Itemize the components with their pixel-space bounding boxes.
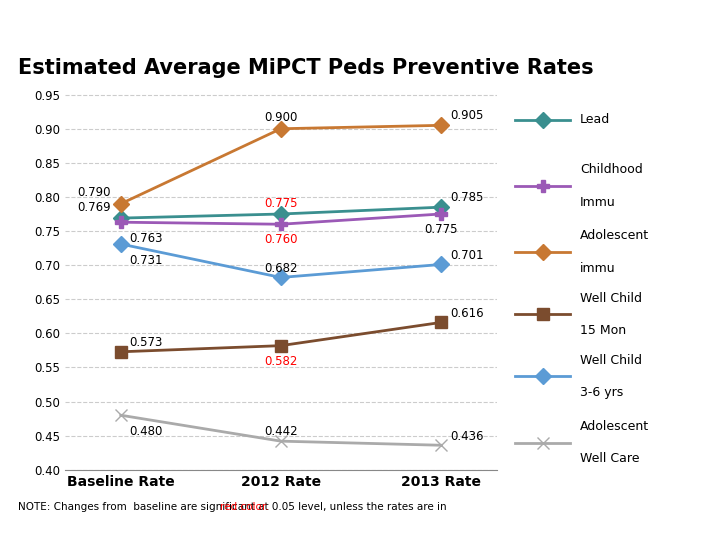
Text: Well Care: Well Care xyxy=(580,453,639,465)
Text: 0.480: 0.480 xyxy=(129,425,162,438)
Text: 0.616: 0.616 xyxy=(451,307,484,320)
Text: immu: immu xyxy=(580,262,616,275)
Text: NOTE: Changes from  baseline are significant at 0.05 level, unless the rates are: NOTE: Changes from baseline are signific… xyxy=(18,502,450,512)
Text: 0.905: 0.905 xyxy=(451,109,484,122)
Text: Well Child: Well Child xyxy=(580,354,642,367)
Text: 3-6 yrs: 3-6 yrs xyxy=(580,386,624,399)
Text: Adolescent: Adolescent xyxy=(580,230,649,242)
Text: 15 Mon: 15 Mon xyxy=(580,324,626,337)
Text: 0.582: 0.582 xyxy=(264,355,297,368)
Text: red color.: red color. xyxy=(220,502,269,512)
Text: 0.682: 0.682 xyxy=(264,262,297,275)
Text: Childhood: Childhood xyxy=(580,163,643,176)
Text: 0.775: 0.775 xyxy=(264,197,297,210)
Text: 0.760: 0.760 xyxy=(264,233,297,246)
Text: 0.731: 0.731 xyxy=(129,254,162,267)
Text: Immu: Immu xyxy=(580,195,616,208)
Text: 0.900: 0.900 xyxy=(264,111,297,124)
Text: 29: 29 xyxy=(682,15,707,33)
Text: Well Child: Well Child xyxy=(580,292,642,305)
Text: 0.573: 0.573 xyxy=(129,336,162,349)
Text: 0.701: 0.701 xyxy=(451,249,484,262)
Text: Estimated Average MiPCT Peds Preventive Rates: Estimated Average MiPCT Peds Preventive … xyxy=(18,57,593,78)
Text: 0.775: 0.775 xyxy=(424,223,457,236)
Text: Adolescent: Adolescent xyxy=(580,420,649,433)
Text: 0.790: 0.790 xyxy=(78,186,111,199)
Text: 0.769: 0.769 xyxy=(78,201,111,214)
Text: Lead: Lead xyxy=(580,113,611,126)
Text: 0.436: 0.436 xyxy=(451,429,484,442)
Text: 0.785: 0.785 xyxy=(451,192,484,205)
Text: 0.763: 0.763 xyxy=(129,232,162,245)
Text: 0.442: 0.442 xyxy=(264,426,297,438)
